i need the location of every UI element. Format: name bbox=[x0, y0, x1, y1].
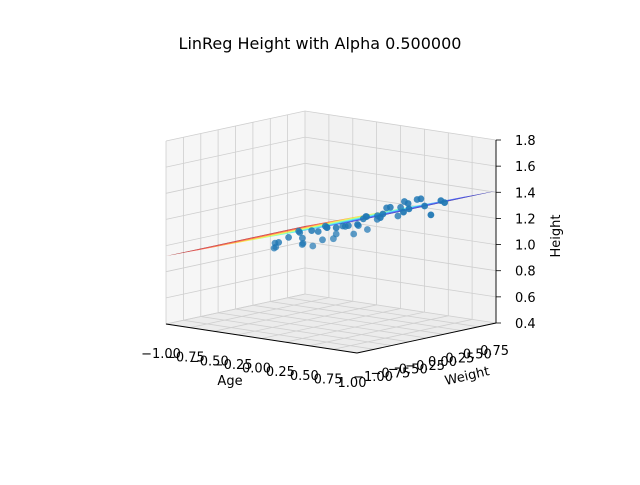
data-point bbox=[401, 198, 408, 205]
surface-patch bbox=[166, 224, 313, 256]
surface-patch bbox=[245, 210, 393, 242]
x-tick-label: 0.25 bbox=[266, 365, 295, 380]
z-tick-label: 0.6 bbox=[515, 291, 536, 306]
grid-line-z bbox=[165, 136, 497, 168]
x-axis-label: Age bbox=[217, 374, 242, 389]
data-point bbox=[355, 222, 362, 230]
grid-line-z bbox=[165, 162, 497, 194]
surface-patch bbox=[205, 217, 353, 249]
data-point bbox=[308, 227, 316, 235]
data-point bbox=[299, 234, 306, 242]
data-point bbox=[427, 211, 435, 219]
back-panes bbox=[166, 111, 496, 353]
y-axis-line bbox=[356, 322, 497, 354]
z-tick-label: 1.6 bbox=[515, 160, 536, 175]
y-tick-label: 0.00 bbox=[428, 355, 457, 370]
x-tick-label: −0.75 bbox=[165, 351, 205, 366]
data-point bbox=[341, 222, 349, 230]
grid-line-z bbox=[165, 110, 497, 142]
surface-patch bbox=[197, 218, 345, 251]
x-tick-label: 0.50 bbox=[290, 369, 319, 384]
grid-line-z bbox=[165, 188, 497, 220]
data-point bbox=[296, 229, 304, 236]
data-point bbox=[272, 243, 280, 251]
chart-title: LinReg Height with Alpha 0.500000 bbox=[179, 34, 462, 53]
x-tick-label: −0.25 bbox=[213, 358, 253, 373]
scatter-points bbox=[270, 195, 448, 252]
y-tick-label: 0.75 bbox=[480, 344, 509, 359]
data-point bbox=[364, 226, 371, 233]
z-tick-label: 0.8 bbox=[515, 265, 536, 280]
z-tick-label: 1.4 bbox=[515, 186, 536, 201]
grid-line-z bbox=[165, 215, 497, 246]
data-point bbox=[421, 202, 428, 210]
axis-lines bbox=[165, 140, 497, 354]
data-point bbox=[319, 236, 326, 244]
surface-patch bbox=[221, 214, 369, 246]
data-point bbox=[405, 205, 413, 213]
surface-patch bbox=[277, 204, 425, 236]
data-point bbox=[383, 204, 390, 212]
surface-patch bbox=[174, 223, 321, 255]
data-point bbox=[285, 234, 292, 241]
grid-line-z bbox=[165, 267, 497, 299]
data-point bbox=[379, 210, 387, 218]
surface-patch bbox=[237, 211, 385, 243]
z-tick-label: 1.8 bbox=[515, 134, 536, 149]
x-tick-label: −1.00 bbox=[141, 347, 181, 362]
data-point bbox=[330, 235, 337, 243]
tick-labels: −1.00−0.75−0.50−0.250.000.250.500.751.00… bbox=[141, 134, 536, 391]
y-tick-label: 0.50 bbox=[463, 348, 492, 363]
y-tick-label: 0.25 bbox=[445, 351, 474, 366]
grid-line-z bbox=[165, 293, 497, 325]
data-point bbox=[394, 212, 402, 220]
y-tick-label: −0.50 bbox=[388, 363, 428, 378]
surface-patch bbox=[189, 220, 337, 252]
data-point bbox=[363, 213, 370, 221]
x-tick-label: 0.00 bbox=[242, 362, 271, 377]
surface-patch bbox=[229, 212, 377, 245]
y-tick-label: −0.75 bbox=[370, 366, 410, 381]
data-point bbox=[437, 197, 445, 205]
x-axis-line bbox=[165, 323, 358, 354]
z-tick-label: 1.2 bbox=[515, 212, 536, 227]
y-tick-label: −0.25 bbox=[405, 359, 445, 374]
x-tick-label: 1.00 bbox=[338, 376, 367, 391]
z-tick-label: 1.0 bbox=[515, 239, 536, 254]
data-point bbox=[350, 230, 358, 238]
data-point bbox=[413, 196, 421, 203]
z-tick-label: 0.4 bbox=[515, 317, 536, 332]
y-tick-label: −1.00 bbox=[353, 370, 393, 385]
data-point bbox=[373, 216, 381, 223]
z-axis-label: Height bbox=[549, 215, 564, 258]
surface-patch bbox=[181, 221, 329, 254]
data-point bbox=[397, 204, 404, 211]
x-tick-label: −0.50 bbox=[189, 354, 229, 369]
data-point bbox=[309, 242, 317, 250]
x-tick-label: 0.75 bbox=[314, 372, 343, 387]
data-point bbox=[332, 224, 340, 232]
data-point bbox=[323, 224, 331, 231]
data-point bbox=[298, 241, 306, 248]
data-point bbox=[314, 228, 322, 235]
